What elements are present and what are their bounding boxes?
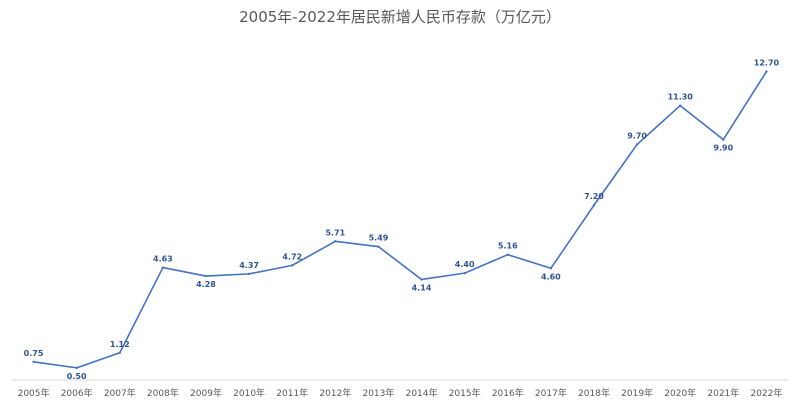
data-point-13 xyxy=(592,203,596,207)
data-point-8 xyxy=(377,245,380,248)
data-label-1: 0.50 xyxy=(67,372,87,381)
x-tick-labels-group: 2005年 2006年 2007年 2008年 2009年 2010年 2011年 2012年… xyxy=(18,387,783,399)
data-label-6: 4.72 xyxy=(282,252,302,261)
data-label-7: 5.71 xyxy=(325,228,345,237)
line-segment-6 xyxy=(291,240,337,267)
data-point-10 xyxy=(463,271,466,275)
line-segment-10 xyxy=(463,253,509,274)
x-tick-label-6: 2011年 xyxy=(276,387,308,399)
line-segment-16 xyxy=(722,70,768,141)
data-point-12 xyxy=(549,267,553,270)
data-label-0: 0.75 xyxy=(24,349,44,358)
line-segment-5 xyxy=(248,264,294,275)
data-point-5 xyxy=(247,272,251,276)
x-tick-label-10: 2015年 xyxy=(449,387,481,399)
line-segment-13 xyxy=(593,143,638,206)
x-tick-label-0: 2005年 xyxy=(18,387,50,399)
data-label-9: 4.14 xyxy=(412,283,432,292)
data-point-15 xyxy=(679,104,682,107)
data-label-8: 5.49 xyxy=(369,234,389,243)
data-label-10: 4.40 xyxy=(455,260,475,269)
x-tick-label-17: 2022年 xyxy=(750,387,782,399)
line-segment-1 xyxy=(75,351,121,369)
line-segment-0 xyxy=(32,360,78,369)
data-point-3 xyxy=(161,266,165,269)
data-label-2: 1.12 xyxy=(110,340,130,349)
data-label-5: 4.37 xyxy=(239,261,259,270)
data-point-7 xyxy=(334,240,337,243)
data-point-0 xyxy=(32,360,35,363)
line-segment-8 xyxy=(377,245,423,281)
line-segment-4 xyxy=(205,273,250,277)
data-label-17: 12.70 xyxy=(754,59,780,68)
line-segment-9 xyxy=(420,272,466,281)
data-point-17 xyxy=(765,70,768,73)
x-tick-label-15: 2020年 xyxy=(664,387,696,399)
x-tick-label-1: 2006年 xyxy=(61,387,93,399)
data-label-15: 11.30 xyxy=(668,93,694,102)
x-tick-label-7: 2012年 xyxy=(319,387,351,399)
data-point-16 xyxy=(722,138,725,141)
data-labels-group: 0.75 0.50 1.12 4.63 4.28 4.37 4.72 5.71 5.49 4.14… xyxy=(24,59,780,381)
x-tick-label-3: 2008年 xyxy=(147,387,179,399)
x-tick-label-9: 2014年 xyxy=(406,387,438,399)
x-tick-label-5: 2010年 xyxy=(233,387,265,399)
x-tick-label-11: 2016年 xyxy=(492,387,524,399)
data-point-11 xyxy=(506,253,509,256)
data-point-14 xyxy=(635,143,639,146)
line-segment-11 xyxy=(506,253,552,270)
data-label-13: 7.20 xyxy=(584,192,604,201)
data-label-12: 4.60 xyxy=(541,272,561,281)
x-tick-label-14: 2019年 xyxy=(621,387,653,399)
line-segment-14 xyxy=(636,104,682,146)
data-label-4: 4.28 xyxy=(196,280,216,289)
data-point-2 xyxy=(118,351,121,354)
data-point-6 xyxy=(291,264,294,267)
data-point-4 xyxy=(204,274,208,278)
line-segment-15 xyxy=(679,104,725,141)
data-label-3: 4.63 xyxy=(153,255,173,264)
data-label-14: 9.70 xyxy=(627,131,647,140)
series-group xyxy=(32,70,768,370)
x-tick-label-2: 2007年 xyxy=(104,387,136,399)
line-segment-12 xyxy=(550,204,595,270)
data-point-1 xyxy=(75,366,78,370)
line-segment-2 xyxy=(118,266,164,354)
x-tick-label-8: 2013年 xyxy=(362,387,394,399)
line-segment-7 xyxy=(334,240,380,248)
x-tick-label-4: 2009年 xyxy=(190,387,222,399)
x-tick-label-12: 2017年 xyxy=(535,387,567,399)
line-segment-3 xyxy=(162,266,207,277)
data-label-16: 9.90 xyxy=(713,144,733,153)
chart-title: 2005年-2022年居民新增人民币存款（万亿元） xyxy=(239,8,561,26)
data-label-11: 5.16 xyxy=(498,242,518,251)
x-tick-label-13: 2018年 xyxy=(578,387,610,399)
x-tick-label-16: 2021年 xyxy=(707,387,739,399)
data-point-9 xyxy=(420,278,423,281)
